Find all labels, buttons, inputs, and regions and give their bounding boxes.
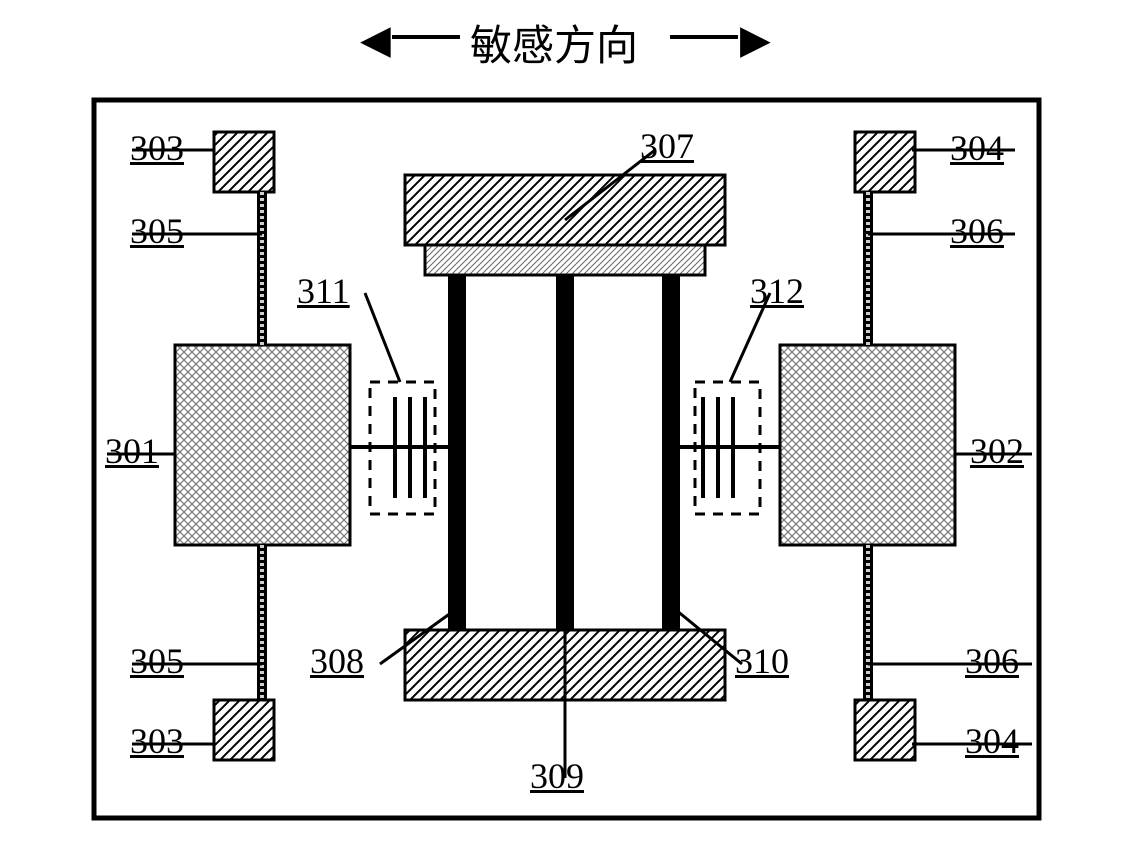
label-305: 305: [130, 640, 184, 682]
label-307: 307: [640, 125, 694, 167]
label-312: 312: [750, 270, 804, 312]
label-306: 306: [950, 210, 1004, 252]
label-304: 304: [950, 127, 1004, 169]
label-301: 301: [105, 430, 159, 472]
label-306: 306: [965, 640, 1019, 682]
label-303: 303: [130, 127, 184, 169]
label-311: 311: [297, 270, 350, 312]
label-310: 310: [735, 640, 789, 682]
label-303: 303: [130, 720, 184, 762]
label-305: 305: [130, 210, 184, 252]
label-304: 304: [965, 720, 1019, 762]
label-302: 302: [970, 430, 1024, 472]
label-308: 308: [310, 640, 364, 682]
diagram-canvas: ◀ 敏感方向 ▶ 303 304 305 306 311 312 307 301…: [0, 0, 1130, 847]
label-309: 309: [530, 755, 584, 797]
